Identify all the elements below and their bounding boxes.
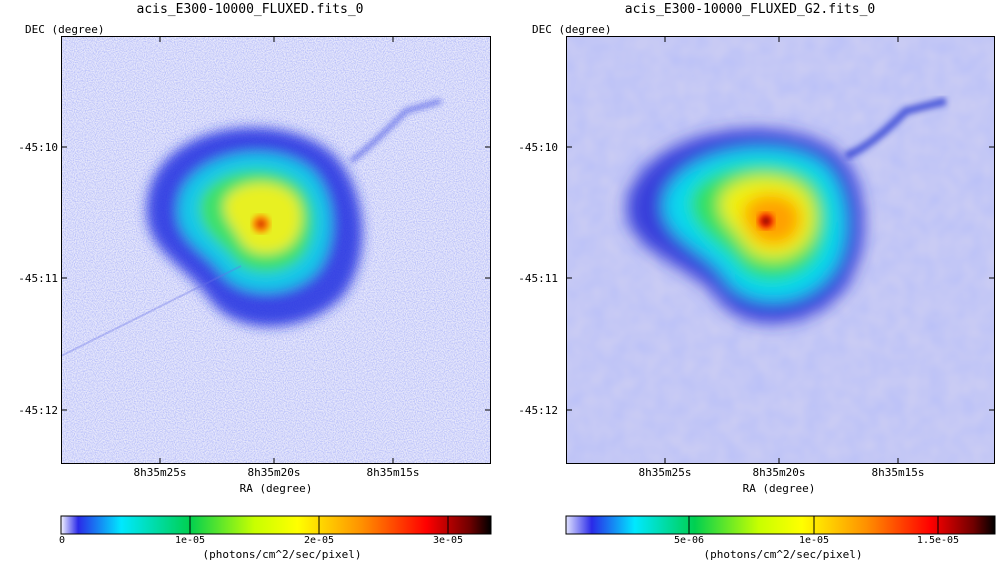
colorbar-label: (photons/cm^2/sec/pixel) [202,548,362,561]
y-tick-label: -45:11 [518,272,558,285]
x-tick-label: 8h35m15s [366,466,420,479]
colorbar-label: (photons/cm^2/sec/pixel) [703,548,863,561]
colorbar-tick-label: 2e-05 [303,535,335,546]
colorbar [60,515,492,535]
colorbar-tick-label: 5e-06 [673,535,705,546]
y-axis-label: DEC (degree) [25,23,105,36]
x-tick-label: 8h35m25s [133,466,187,479]
sky-image[interactable] [60,36,491,464]
x-axis-label: RA (degree) [239,482,313,495]
x-axis-label: RA (degree) [742,482,816,495]
y-tick-label: -45:10 [518,141,558,154]
colorbar-tick-label: 0 [58,535,66,546]
y-tick-label: -45:10 [18,141,58,154]
colorbar [565,515,996,535]
image-title: acis_E300-10000_FLUXED_G2.fits_0 [624,2,876,17]
y-axis-label: DEC (degree) [532,23,612,36]
colorbar-tick-label: 1e-05 [174,535,206,546]
colorbar-tick-label: 3e-05 [432,535,464,546]
colorbar-tick-label: 1e-05 [798,535,830,546]
y-tick-label: -45:11 [18,272,58,285]
panel-smoothed: acis_E300-10000_FLUXED_G2.fits_0 DEC (de… [500,0,1000,587]
x-tick-label: 8h35m20s [752,466,806,479]
y-tick-label: -45:12 [18,404,58,417]
sky-image[interactable] [566,36,995,464]
x-tick-label: 8h35m20s [247,466,301,479]
x-tick-label: 8h35m15s [871,466,925,479]
image-title: acis_E300-10000_FLUXED.fits_0 [136,2,364,17]
y-tick-label: -45:12 [518,404,558,417]
panel-raw: acis_E300-10000_FLUXED.fits_0 DEC (degre… [18,2,492,561]
colorbar-tick-label: 1.5e-05 [916,535,960,546]
x-tick-label: 8h35m25s [638,466,692,479]
